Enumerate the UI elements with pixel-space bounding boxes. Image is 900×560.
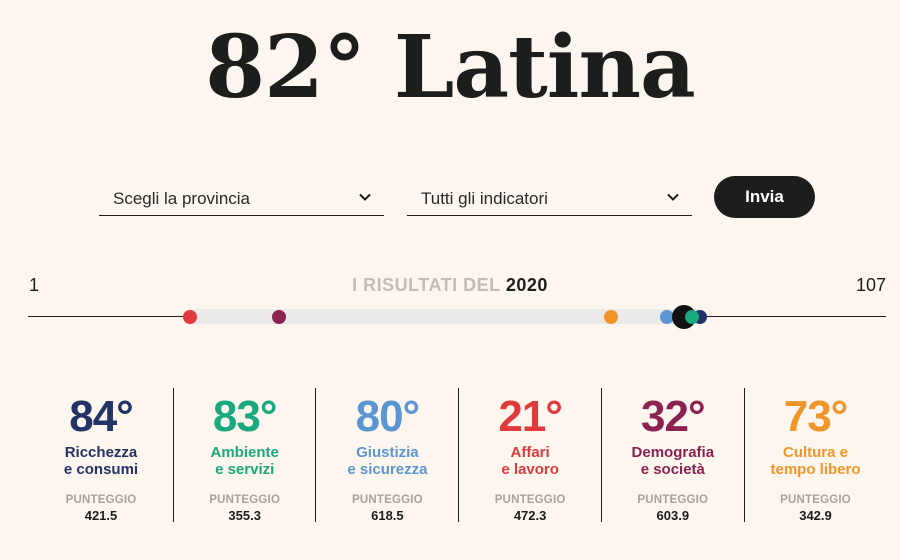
- rank-marker-giustizia: [660, 310, 675, 324]
- submit-button[interactable]: Invia: [714, 176, 815, 218]
- points-label: PUNTEGGIO: [209, 494, 281, 506]
- province-select[interactable]: Scegli la provincia: [99, 180, 384, 216]
- points-value: 603.9: [656, 508, 690, 523]
- category-card: 21° Affari e lavoro PUNTEGGIO 472.3: [458, 388, 601, 523]
- points-label: PUNTEGGIO: [494, 494, 566, 506]
- chevron-down-icon: [667, 193, 679, 201]
- rank-marker-cultura: [603, 310, 618, 324]
- rank-marker-affari: [182, 310, 197, 324]
- category-rank: 84°: [69, 392, 134, 441]
- points-value: 421.5: [84, 508, 118, 523]
- category-rank: 21°: [498, 392, 563, 441]
- points-value: 342.9: [799, 508, 832, 523]
- points-label: PUNTEGGIO: [637, 494, 709, 506]
- points-value: 472.3: [513, 508, 547, 523]
- category-cards: 84° Ricchezza e consumi PUNTEGGIO 421.5 83° A…: [30, 388, 887, 523]
- results-year-label: I RISULTATI DEL 2020: [0, 275, 900, 296]
- indicator-select[interactable]: Tutti gli indicatori: [407, 180, 692, 216]
- indicator-select-label: Tutti gli indicatori: [421, 189, 548, 208]
- points-label: PUNTEGGIO: [780, 494, 851, 506]
- category-rank: 73°: [783, 392, 849, 441]
- category-card: 80° Giustizia e sicurezza PUNTEGGIO 618.5: [315, 388, 458, 523]
- category-name: Affari e lavoro: [501, 444, 559, 478]
- points-label: PUNTEGGIO: [351, 494, 423, 506]
- category-name: Ambiente e servizi: [210, 444, 279, 478]
- scale-min-label: 1: [29, 275, 40, 295]
- points-value: 618.5: [371, 508, 404, 523]
- category-rank: 32°: [641, 392, 706, 441]
- chevron-down-icon: [359, 193, 371, 201]
- points-value: 355.3: [228, 508, 261, 523]
- page-title: 82° Latina: [205, 17, 695, 118]
- category-rank: 83°: [212, 392, 278, 441]
- scale-max-label: 107: [855, 275, 886, 295]
- category-name: Ricchezza e consumi: [63, 444, 139, 478]
- points-label: PUNTEGGIO: [65, 494, 137, 506]
- category-card: 73° Cultura e tempo libero PUNTEGGIO 342.9: [743, 388, 887, 523]
- category-card: 83° Ambiente e servizi PUNTEGGIO 355.3: [172, 388, 316, 523]
- province-select-label: Scegli la provincia: [113, 189, 251, 208]
- category-card: 32° Demografia e società PUNTEGGIO 603.9: [600, 388, 744, 523]
- category-name: Cultura e tempo libero: [770, 444, 861, 478]
- category-card: 84° Ricchezza e consumi PUNTEGGIO 421.5: [30, 388, 172, 523]
- category-name: Giustizia e sicurezza: [347, 444, 428, 478]
- category-name: Demografia e società: [631, 444, 715, 478]
- category-rank: 80°: [355, 392, 421, 441]
- rank-marker-demografia: [271, 310, 286, 324]
- results-year: 2020: [505, 275, 548, 295]
- rank-range-band: [189, 309, 700, 324]
- results-prefix: I RISULTATI DEL: [352, 275, 501, 295]
- rank-marker-ambiente: [684, 310, 699, 324]
